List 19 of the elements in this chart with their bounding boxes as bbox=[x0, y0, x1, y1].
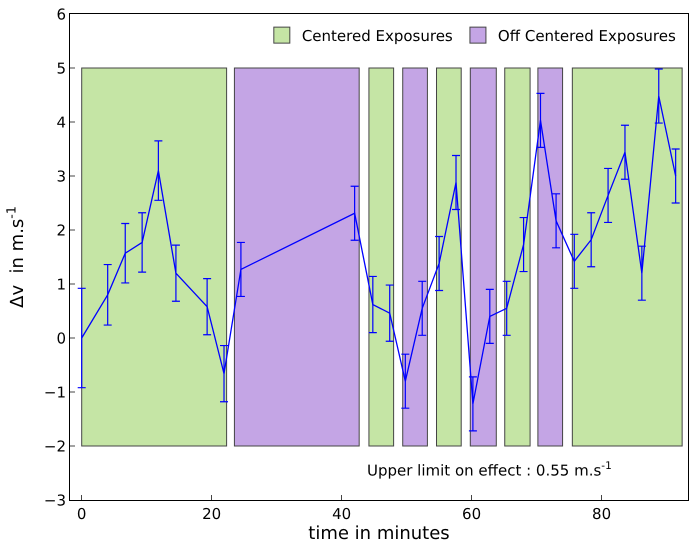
y-tick-label: −3 bbox=[44, 491, 66, 510]
x-tick-label: 20 bbox=[202, 505, 222, 523]
x-tick-label: 40 bbox=[332, 505, 352, 523]
x-tick-label: 80 bbox=[592, 505, 612, 523]
legend-label: Centered Exposures bbox=[302, 26, 453, 45]
y-tick-label: 2 bbox=[56, 221, 66, 240]
y-tick-label: 3 bbox=[56, 167, 66, 186]
legend-label: Off Centered Exposures bbox=[498, 26, 676, 45]
y-tick-label: −1 bbox=[44, 383, 66, 402]
y-tick-label: 4 bbox=[56, 113, 66, 132]
y-tick-label: 5 bbox=[56, 59, 66, 78]
y-tick-label: 1 bbox=[56, 275, 66, 294]
y-tick-label: 6 bbox=[56, 5, 66, 24]
annotation: Upper limit on effect : 0.55 m.s$^{-1}$ bbox=[367, 460, 612, 480]
x-axis-title: time in minutes bbox=[308, 523, 450, 544]
y-tick-label: −2 bbox=[44, 437, 66, 456]
x-tick-label: 0 bbox=[76, 505, 86, 523]
y-tick-label: 0 bbox=[56, 329, 66, 348]
x-tick-label: 60 bbox=[462, 505, 482, 523]
